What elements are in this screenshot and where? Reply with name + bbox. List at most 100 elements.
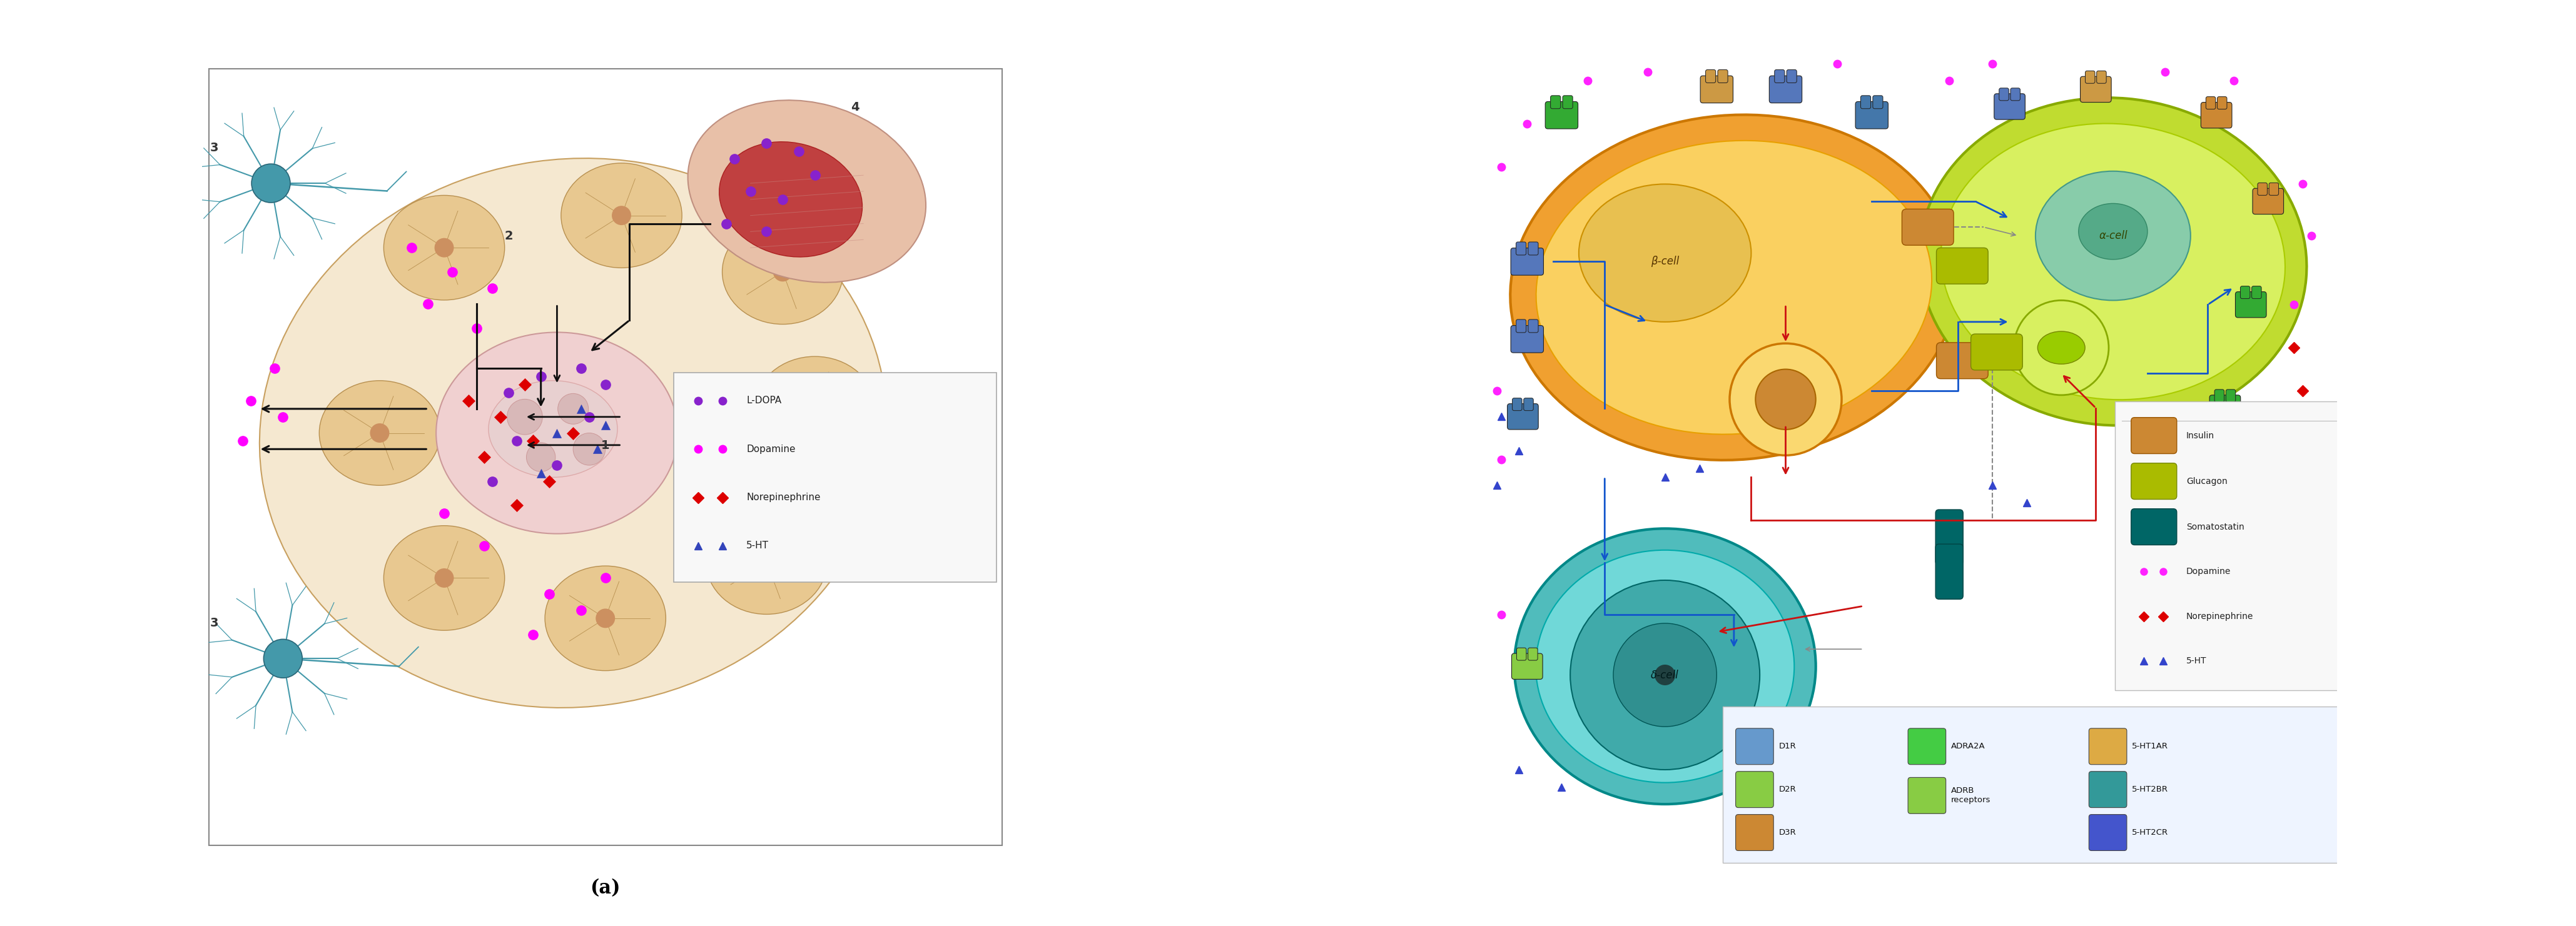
FancyBboxPatch shape — [1705, 69, 1716, 82]
FancyBboxPatch shape — [1700, 76, 1734, 103]
Ellipse shape — [721, 219, 842, 324]
FancyBboxPatch shape — [209, 69, 1002, 845]
Ellipse shape — [435, 332, 677, 533]
Ellipse shape — [260, 158, 886, 707]
FancyBboxPatch shape — [2241, 286, 2249, 298]
FancyBboxPatch shape — [1512, 654, 1543, 680]
FancyBboxPatch shape — [2210, 395, 2241, 421]
Circle shape — [252, 164, 291, 203]
Circle shape — [1571, 581, 1759, 770]
Circle shape — [1654, 665, 1674, 685]
FancyBboxPatch shape — [1736, 729, 1772, 765]
FancyBboxPatch shape — [2130, 463, 2177, 499]
FancyBboxPatch shape — [1551, 95, 1561, 108]
FancyBboxPatch shape — [1775, 69, 1785, 82]
FancyBboxPatch shape — [2251, 188, 2282, 214]
Ellipse shape — [562, 163, 683, 268]
FancyBboxPatch shape — [1522, 398, 1533, 410]
FancyBboxPatch shape — [2257, 182, 2267, 195]
FancyBboxPatch shape — [2081, 77, 2112, 102]
Circle shape — [526, 443, 556, 471]
Text: D3R: D3R — [1777, 829, 1795, 836]
FancyBboxPatch shape — [1937, 343, 1989, 379]
Ellipse shape — [688, 100, 925, 282]
Circle shape — [1728, 344, 1842, 456]
FancyBboxPatch shape — [1528, 319, 1538, 332]
Circle shape — [559, 394, 587, 424]
Text: 5-HT: 5-HT — [2187, 657, 2208, 666]
Circle shape — [806, 399, 824, 419]
FancyBboxPatch shape — [1935, 509, 1963, 565]
Ellipse shape — [546, 566, 665, 670]
FancyBboxPatch shape — [1512, 398, 1522, 410]
FancyBboxPatch shape — [1788, 69, 1795, 82]
Text: Insulin: Insulin — [2187, 432, 2215, 440]
Text: δ-cell: δ-cell — [1651, 669, 1680, 681]
Ellipse shape — [1579, 184, 1752, 322]
Ellipse shape — [384, 195, 505, 300]
Circle shape — [435, 238, 453, 257]
FancyBboxPatch shape — [2218, 96, 2226, 109]
Text: 4: 4 — [850, 101, 860, 113]
FancyBboxPatch shape — [1546, 102, 1579, 129]
Circle shape — [595, 608, 616, 628]
FancyBboxPatch shape — [2200, 102, 2231, 128]
FancyBboxPatch shape — [1510, 248, 1543, 275]
FancyBboxPatch shape — [1517, 242, 1525, 255]
Ellipse shape — [1535, 550, 1795, 782]
Text: D1R: D1R — [1777, 743, 1795, 750]
FancyBboxPatch shape — [2251, 286, 2262, 298]
Ellipse shape — [706, 509, 827, 614]
Circle shape — [1754, 369, 1816, 430]
FancyBboxPatch shape — [1971, 334, 2022, 370]
Ellipse shape — [489, 381, 618, 477]
FancyBboxPatch shape — [1718, 69, 1728, 82]
Ellipse shape — [384, 526, 505, 631]
Ellipse shape — [1510, 115, 1958, 460]
Ellipse shape — [2035, 171, 2190, 300]
Text: 5-HT: 5-HT — [747, 541, 768, 550]
FancyBboxPatch shape — [1909, 729, 1945, 765]
FancyBboxPatch shape — [2089, 729, 2128, 765]
Circle shape — [2014, 300, 2110, 395]
FancyBboxPatch shape — [1935, 544, 1963, 599]
Circle shape — [757, 552, 775, 571]
Text: 5-HT1AR: 5-HT1AR — [2133, 743, 2169, 750]
Ellipse shape — [2079, 204, 2148, 259]
FancyBboxPatch shape — [1901, 209, 1953, 245]
Ellipse shape — [755, 357, 876, 461]
Text: 5-HT2CR: 5-HT2CR — [2133, 829, 2169, 836]
FancyBboxPatch shape — [1909, 778, 1945, 814]
FancyBboxPatch shape — [2215, 390, 2223, 402]
FancyBboxPatch shape — [2009, 88, 2020, 101]
FancyBboxPatch shape — [2089, 815, 2128, 851]
Circle shape — [263, 639, 301, 678]
Text: D2R: D2R — [1777, 785, 1795, 794]
Text: ADRB
receptors: ADRB receptors — [1950, 787, 1991, 805]
Ellipse shape — [1515, 529, 1816, 804]
FancyBboxPatch shape — [1723, 707, 2339, 863]
Text: Dopamine: Dopamine — [747, 444, 796, 454]
Text: Norepinephrine: Norepinephrine — [747, 493, 822, 502]
FancyBboxPatch shape — [2115, 401, 2357, 691]
FancyBboxPatch shape — [1873, 95, 1883, 108]
Text: L-DOPA: L-DOPA — [747, 396, 781, 406]
Ellipse shape — [319, 381, 440, 485]
FancyBboxPatch shape — [1937, 248, 1989, 284]
FancyBboxPatch shape — [2087, 71, 2094, 83]
Text: β-cell: β-cell — [1651, 256, 1680, 268]
Text: 3: 3 — [211, 617, 219, 629]
FancyBboxPatch shape — [1736, 815, 1772, 851]
FancyBboxPatch shape — [1770, 76, 1803, 103]
FancyBboxPatch shape — [2130, 418, 2177, 454]
FancyBboxPatch shape — [1994, 94, 2025, 119]
Text: α-cell: α-cell — [2099, 231, 2128, 242]
Text: Dopamine: Dopamine — [2187, 568, 2231, 576]
FancyBboxPatch shape — [2097, 71, 2107, 83]
Circle shape — [773, 262, 793, 282]
FancyBboxPatch shape — [1528, 648, 1538, 660]
FancyBboxPatch shape — [2205, 96, 2215, 109]
Text: Somatostatin: Somatostatin — [2187, 522, 2244, 532]
FancyBboxPatch shape — [2226, 390, 2236, 402]
Circle shape — [435, 569, 453, 588]
